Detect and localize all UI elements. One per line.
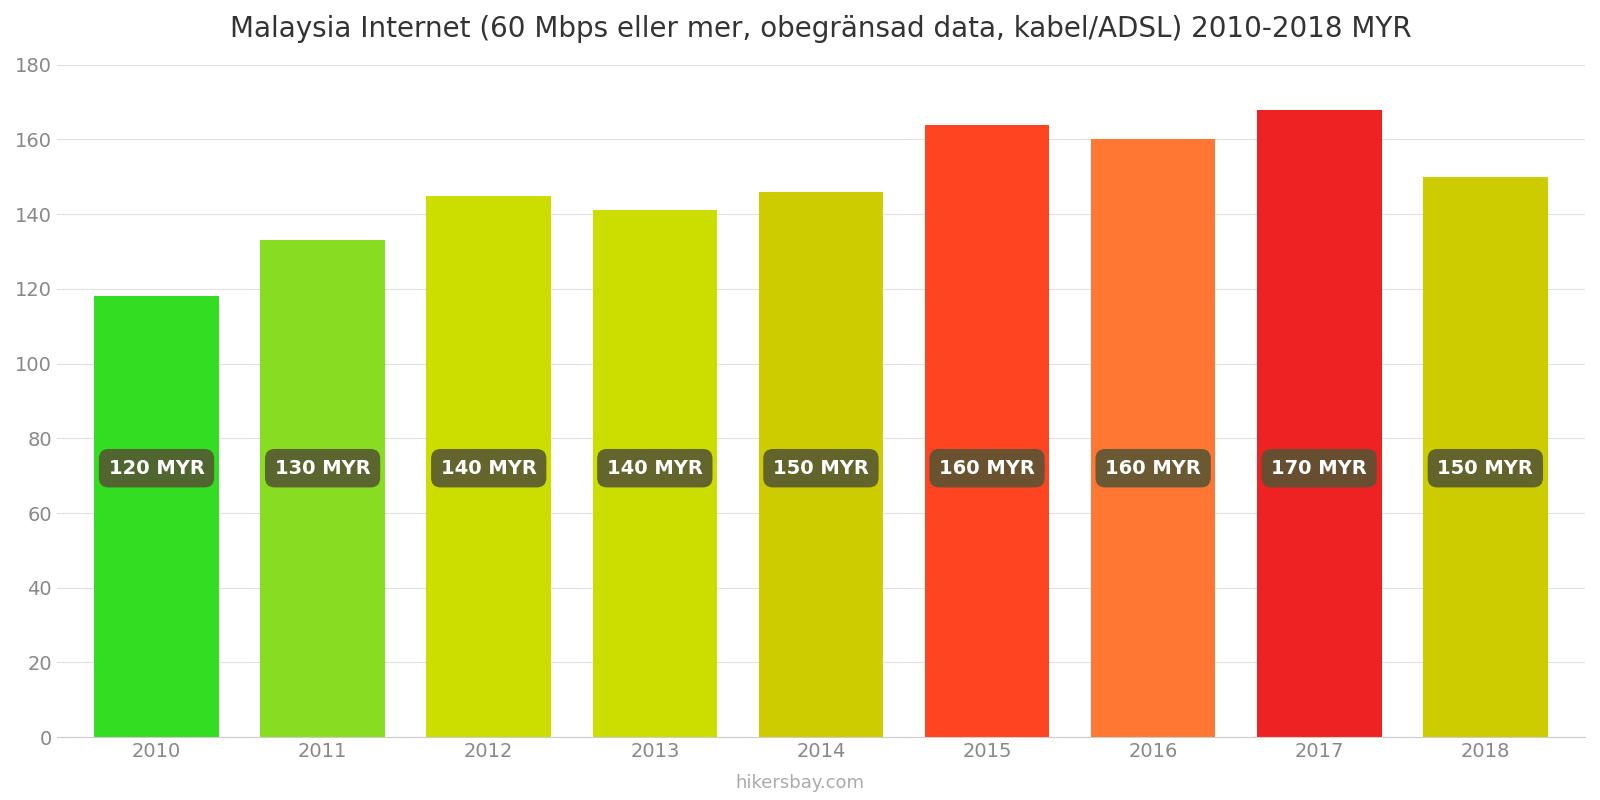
Text: 140 MYR: 140 MYR xyxy=(440,458,536,478)
Bar xyxy=(427,195,550,737)
Text: 120 MYR: 120 MYR xyxy=(109,458,205,478)
Text: 140 MYR: 140 MYR xyxy=(606,458,702,478)
Bar xyxy=(592,210,717,737)
Text: 170 MYR: 170 MYR xyxy=(1272,458,1366,478)
Text: 160 MYR: 160 MYR xyxy=(939,458,1035,478)
Bar xyxy=(925,125,1050,737)
Bar xyxy=(261,240,386,737)
Text: 150 MYR: 150 MYR xyxy=(1437,458,1533,478)
Bar xyxy=(1091,139,1216,737)
Text: 150 MYR: 150 MYR xyxy=(773,458,869,478)
Title: Malaysia Internet (60 Mbps eller mer, obegränsad data, kabel/ADSL) 2010-2018 MYR: Malaysia Internet (60 Mbps eller mer, ob… xyxy=(230,15,1411,43)
Bar xyxy=(1258,110,1381,737)
Bar xyxy=(1422,177,1547,737)
Text: 160 MYR: 160 MYR xyxy=(1106,458,1202,478)
Bar xyxy=(94,296,219,737)
Text: 130 MYR: 130 MYR xyxy=(275,458,371,478)
Text: hikersbay.com: hikersbay.com xyxy=(736,774,864,792)
Bar xyxy=(758,192,883,737)
